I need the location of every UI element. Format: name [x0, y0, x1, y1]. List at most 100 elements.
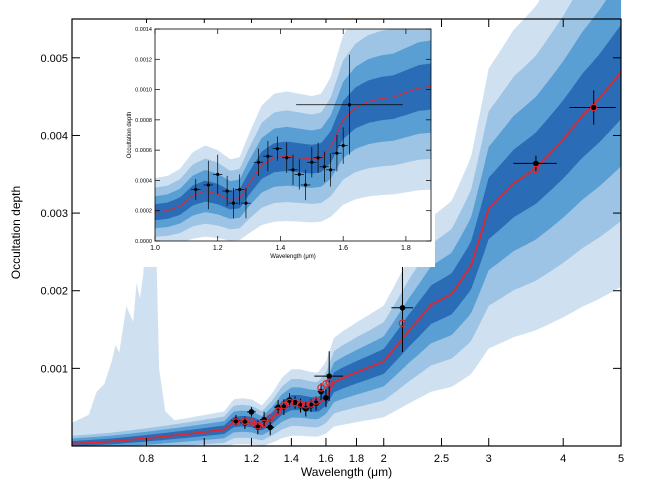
inset-observed-point-2 [203, 160, 214, 210]
inset-y-tick-label: 0.0002 [135, 209, 152, 215]
inset-observed-point-3 [213, 154, 223, 195]
binned-model-marker-4 [254, 422, 262, 430]
y-tick-label: 0.001 [40, 363, 68, 375]
main-x-axis-label: Wavelength (μm) [301, 465, 392, 479]
inset-observed-point-7 [241, 188, 251, 219]
inset-y-tick-label: 0.0008 [135, 118, 152, 124]
inset-observed-marker [238, 187, 242, 192]
inset-observed-point-11 [282, 142, 292, 173]
inset-observed-point-19 [332, 135, 342, 172]
x-tick-label: 0.8 [139, 453, 154, 465]
inset-axes: 1.0 1.2 1.4 1.6 1.8 0.0000 0.0002 0.0004 0.0006 0… [135, 27, 432, 252]
inset-observed-point-14 [300, 169, 311, 201]
optical-envelope-band [72, 182, 205, 445]
y-tick-label: 0.002 [40, 286, 68, 298]
binned-model-marker-18 [398, 319, 407, 328]
binned-model-marker-9 [285, 398, 294, 407]
inset-observed-point-5 [228, 188, 239, 219]
inset-confidence-bands [155, 29, 431, 241]
main-axes: 0.8 1 1.2 1.4 1.6 1.8 2 2.5 3 4 5 0.001 0.002 0.003 0.… [40, 18, 624, 465]
observed-marker [323, 395, 329, 401]
binned-model-marker-12 [301, 401, 310, 409]
binned-model-marker-19 [532, 165, 540, 174]
inset-observed-point-10 [272, 136, 283, 161]
observed-marker [267, 424, 274, 431]
inset-confidence-band-1 [155, 63, 431, 221]
inset-observed-point-18 [325, 153, 336, 187]
inset-observed-point-17 [319, 151, 330, 182]
inset-observed-point-1 [191, 178, 201, 201]
binned-model-marker-20 [589, 103, 598, 112]
observed-point-20 [569, 90, 616, 125]
inset-observed-marker [225, 189, 229, 193]
inset-observed-marker [310, 160, 314, 164]
main-y-axis-label: Occultation depth [9, 186, 23, 279]
inset-observed-marker [316, 156, 320, 160]
inset-observed-point-20 [338, 127, 348, 164]
inset-observed-point-21 [296, 54, 403, 155]
inset-observed-marker [256, 160, 261, 164]
confidence-band-4 [72, 0, 621, 446]
inset-y-tick-label: 0.0006 [135, 148, 152, 154]
x-tick-label: 2 [381, 453, 387, 465]
inset-observed-marker [303, 183, 308, 187]
inset-y-tick-label: 0.0010 [135, 88, 152, 94]
main-confidence-bands [72, 0, 621, 446]
binned-model-marker-14 [312, 397, 320, 405]
inset-observed-point-8 [253, 148, 264, 176]
observed-point-16 [322, 388, 330, 408]
inset-y-tick-label: 0.0012 [135, 57, 152, 63]
inset-y-tick-label: 0.0004 [135, 178, 152, 184]
x-tick-label: 1.2 [244, 453, 259, 465]
binned-model-marker-5 [260, 419, 268, 428]
inset-observed-marker [206, 183, 210, 187]
inset-observed-marker [244, 201, 248, 205]
inset-x-tick-label: 1.4 [276, 245, 286, 252]
observed-point-6 [266, 419, 275, 436]
observed-point-18 [391, 263, 414, 353]
observed-point-3 [247, 407, 256, 417]
observed-point-17 [314, 351, 344, 401]
inset-observed-marker [347, 103, 352, 107]
observed-marker [292, 399, 298, 406]
binned-model-marker-1 [232, 418, 240, 426]
inset-observed-point-16 [313, 142, 323, 173]
inset-plot-frame [154, 28, 432, 242]
inset-x-tick-label: 1.2 [213, 245, 223, 252]
confidence-band-2 [72, 0, 621, 446]
observed-marker [326, 373, 332, 379]
y-tick-label: 0.005 [40, 53, 68, 65]
inset-observed-point-6 [234, 174, 245, 205]
inset-observed-point-13 [294, 159, 304, 190]
inset-observed-marker [216, 172, 220, 176]
observed-marker [533, 160, 539, 167]
x-tick-label: 1.4 [284, 453, 299, 465]
binned-model-marker-15 [317, 383, 325, 392]
x-tick-label: 1.8 [349, 453, 364, 465]
inset-observed-marker [335, 151, 339, 155]
inset-observed-point-9 [263, 141, 273, 172]
inset-observed-marker [285, 156, 289, 160]
inset-y-axis-label: Occultation depth [127, 112, 133, 159]
inset-observed-marker [194, 187, 198, 192]
observed-point-19 [513, 155, 557, 172]
y-tick-label: 0.003 [40, 208, 68, 220]
binned-model-marker-17 [325, 378, 333, 387]
inset-observed-marker [329, 168, 333, 172]
inset-observed-marker [297, 172, 301, 176]
observed-marker [590, 104, 597, 111]
binned-model-marker-11 [296, 400, 305, 408]
y-tick-label: 0.004 [40, 130, 68, 142]
observed-marker [286, 397, 293, 403]
binned-model-marker-8 [280, 401, 288, 410]
inset-chart: 1.0 1.2 1.4 1.6 1.8 0.0000 0.0002 0.0004 0.0006 0… [125, 23, 435, 267]
binned-model-marker-7 [274, 407, 282, 415]
inset-observed-marker [341, 144, 345, 148]
inset-observed-marker [322, 165, 326, 169]
inset-x-axis-label: Wavelength (μm) [270, 254, 316, 260]
inset-observed-point-15 [307, 147, 317, 178]
main-plot-frame [71, 18, 622, 447]
x-tick-label: 3 [486, 453, 492, 465]
x-tick-label: 4 [560, 453, 566, 465]
inset-observed-marker [275, 147, 279, 151]
